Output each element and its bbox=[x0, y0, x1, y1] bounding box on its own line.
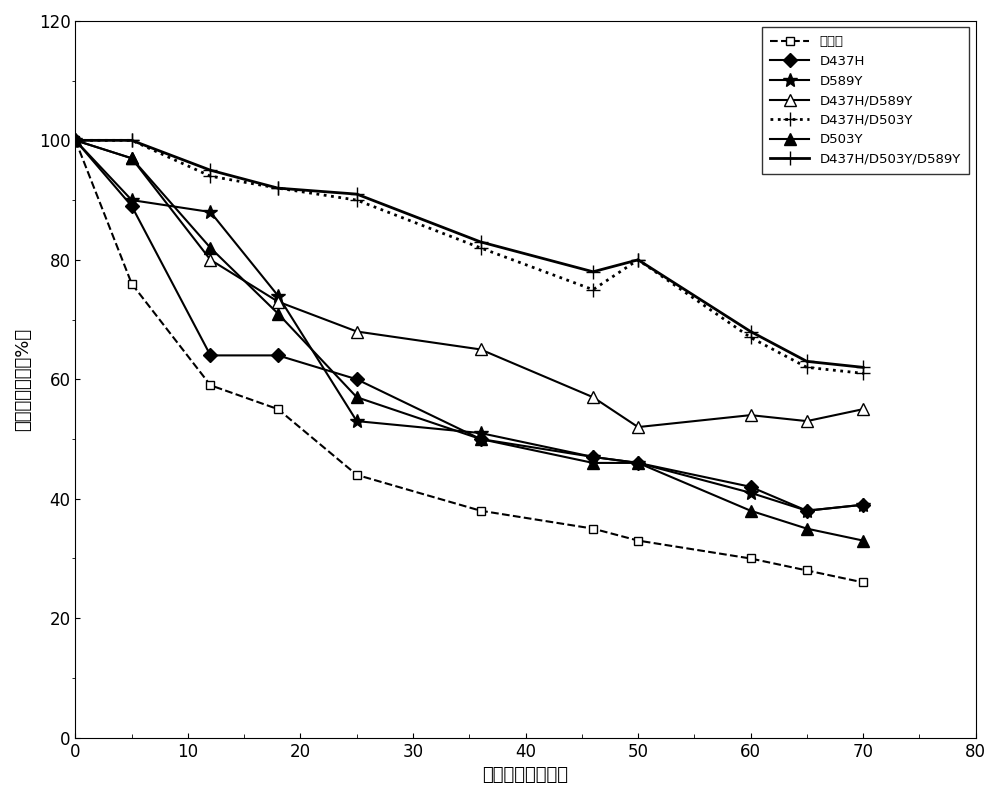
野生型 bbox=[632, 535, 644, 545]
D503Y bbox=[204, 243, 216, 253]
D437H/D503Y bbox=[587, 285, 599, 294]
D437H/D503Y/D589Y bbox=[475, 237, 487, 247]
D437H/D503Y/D589Y bbox=[745, 326, 757, 336]
Line: D589Y: D589Y bbox=[69, 133, 870, 518]
D437H/D503Y bbox=[857, 369, 869, 378]
D437H bbox=[587, 452, 599, 462]
野生型 bbox=[126, 279, 138, 289]
D437H bbox=[745, 482, 757, 492]
野生型 bbox=[745, 554, 757, 563]
D437H/D503Y bbox=[351, 196, 363, 205]
D437H bbox=[126, 201, 138, 211]
Line: 野生型: 野生型 bbox=[71, 136, 867, 587]
D437H/D589Y bbox=[126, 153, 138, 163]
野生型 bbox=[351, 470, 363, 480]
野生型 bbox=[587, 523, 599, 533]
D503Y bbox=[272, 309, 284, 318]
D503Y bbox=[801, 523, 813, 533]
D437H bbox=[69, 136, 81, 145]
D437H bbox=[272, 350, 284, 360]
D437H/D589Y bbox=[801, 417, 813, 426]
D503Y bbox=[745, 506, 757, 516]
野生型 bbox=[272, 405, 284, 414]
D589Y bbox=[69, 136, 81, 145]
D437H/D589Y bbox=[475, 345, 487, 354]
D437H/D503Y/D589Y bbox=[857, 362, 869, 372]
D437H/D589Y bbox=[632, 422, 644, 432]
D437H/D503Y bbox=[632, 255, 644, 265]
D437H/D503Y bbox=[204, 172, 216, 181]
D589Y bbox=[351, 417, 363, 426]
Legend: 野生型, D437H, D589Y, D437H/D589Y, D437H/D503Y, D503Y, D437H/D503Y/D589Y: 野生型, D437H, D589Y, D437H/D589Y, D437H/D5… bbox=[762, 27, 969, 174]
D503Y bbox=[69, 136, 81, 145]
D437H bbox=[632, 458, 644, 468]
D437H/D589Y bbox=[745, 410, 757, 420]
Line: D437H: D437H bbox=[71, 136, 868, 516]
D437H/D503Y bbox=[69, 136, 81, 145]
D503Y bbox=[351, 393, 363, 402]
D437H/D503Y/D589Y bbox=[351, 189, 363, 199]
D437H/D589Y bbox=[351, 326, 363, 336]
D437H/D589Y bbox=[272, 297, 284, 306]
D437H/D503Y bbox=[272, 184, 284, 193]
D589Y bbox=[204, 207, 216, 217]
D437H bbox=[475, 434, 487, 444]
D437H/D503Y bbox=[126, 136, 138, 145]
D589Y bbox=[632, 458, 644, 468]
野生型 bbox=[475, 506, 487, 516]
Line: D437H/D589Y: D437H/D589Y bbox=[70, 135, 869, 433]
D589Y bbox=[857, 500, 869, 509]
D437H/D503Y bbox=[745, 333, 757, 342]
D503Y bbox=[857, 535, 869, 545]
D437H/D589Y bbox=[69, 136, 81, 145]
D589Y bbox=[801, 506, 813, 516]
D437H bbox=[857, 500, 869, 509]
D437H/D589Y bbox=[204, 255, 216, 265]
D589Y bbox=[272, 291, 284, 301]
D589Y bbox=[587, 452, 599, 462]
Line: D503Y: D503Y bbox=[70, 135, 869, 546]
野生型 bbox=[204, 381, 216, 390]
D503Y bbox=[587, 458, 599, 468]
Line: D437H/D503Y: D437H/D503Y bbox=[69, 133, 870, 381]
D437H/D503Y/D589Y bbox=[632, 255, 644, 265]
D503Y bbox=[126, 153, 138, 163]
D589Y bbox=[745, 488, 757, 498]
D437H/D503Y/D589Y bbox=[272, 184, 284, 193]
D437H/D503Y/D589Y bbox=[587, 267, 599, 277]
D589Y bbox=[126, 196, 138, 205]
D437H/D503Y/D589Y bbox=[126, 136, 138, 145]
野生型 bbox=[857, 578, 869, 587]
D589Y bbox=[475, 429, 487, 438]
D437H/D589Y bbox=[587, 393, 599, 402]
D437H/D503Y/D589Y bbox=[69, 136, 81, 145]
D437H bbox=[351, 374, 363, 384]
Line: D437H/D503Y/D589Y: D437H/D503Y/D589Y bbox=[69, 133, 870, 374]
D437H/D503Y bbox=[801, 362, 813, 372]
D437H/D503Y/D589Y bbox=[801, 357, 813, 366]
D503Y bbox=[632, 458, 644, 468]
野生型 bbox=[801, 566, 813, 575]
X-axis label: 保温时间（小时）: 保温时间（小时） bbox=[483, 766, 569, 784]
D437H bbox=[801, 506, 813, 516]
Y-axis label: 残留相对酶活（%）: 残留相对酶活（%） bbox=[14, 328, 32, 431]
D437H/D589Y bbox=[857, 405, 869, 414]
野生型 bbox=[69, 136, 81, 145]
D503Y bbox=[475, 434, 487, 444]
D437H/D503Y bbox=[475, 243, 487, 253]
D437H/D503Y/D589Y bbox=[204, 165, 216, 175]
D437H bbox=[204, 350, 216, 360]
